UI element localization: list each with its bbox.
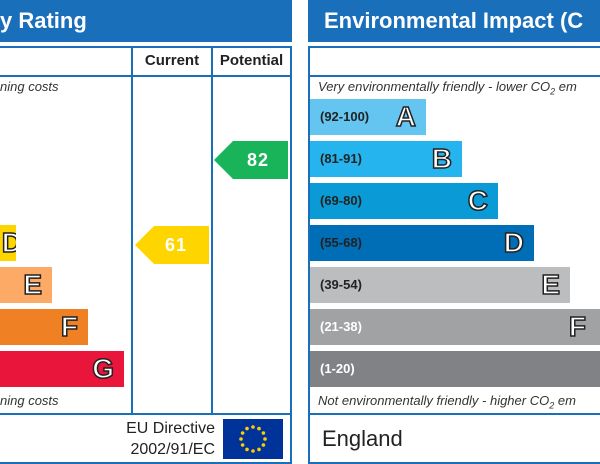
potential-column-divider — [211, 46, 213, 414]
environment-top-caption-tail: em — [555, 79, 577, 94]
environment-band-g-range: (1-20) — [320, 361, 355, 376]
environment-header-row-line — [308, 75, 600, 77]
current-column-header: Current — [144, 52, 200, 69]
environment-band-b-range: (81-91) — [320, 151, 362, 166]
current-column-divider — [131, 46, 133, 414]
energy-rating-frame — [0, 46, 292, 464]
environment-band-e: (39-54) E — [310, 267, 570, 303]
potential-rating-value: 82 — [246, 150, 270, 170]
energy-band-e-letter: E — [23, 268, 43, 301]
environment-band-e-letter: E — [541, 268, 561, 301]
environment-band-f-letter: F — [568, 310, 587, 343]
environment-band-g: (1-20) — [310, 351, 600, 387]
current-rating-arrow — [135, 226, 209, 264]
environment-rating-header: Environmental Impact (C — [308, 0, 600, 42]
energy-band-d: D — [0, 225, 16, 261]
environment-band-a-range: (92-100) — [320, 109, 370, 124]
environment-band-f: (21-38) F — [310, 309, 600, 345]
environment-band-d-range: (55-68) — [320, 235, 362, 250]
environment-top-caption: Very environmentally friendly - lower CO… — [318, 79, 577, 97]
environment-footer-row-line — [308, 413, 600, 415]
energy-band-d-letter: D — [1, 226, 16, 259]
environment-bottom-caption-tail: em — [554, 393, 576, 408]
energy-header-row-line — [0, 75, 292, 77]
country-label: England — [322, 426, 403, 451]
environment-rating-title: Environmental Impact (C — [324, 8, 584, 33]
energy-rating-header: y Rating — [0, 0, 292, 42]
potential-column-header: Potential — [219, 52, 284, 69]
environment-band-e-range: (39-54) — [320, 277, 362, 292]
environment-band-a: (92-100) A — [310, 99, 426, 135]
energy-bottom-caption: ning costs — [0, 393, 59, 408]
energy-rating-title: y Rating — [0, 8, 87, 33]
environment-bottom-caption: Not environmentally friendly - higher CO… — [318, 393, 576, 411]
eu-directive-line2: 2002/91/EC — [130, 441, 215, 458]
environment-rating-frame — [308, 46, 600, 464]
energy-band-f: F — [0, 309, 88, 345]
environment-band-c: (69-80) C — [310, 183, 498, 219]
energy-band-g-letter: G — [91, 352, 114, 385]
environment-band-a-letter: A — [395, 100, 417, 133]
environment-band-b: (81-91) B — [310, 141, 462, 177]
environment-band-d: (55-68) D — [310, 225, 534, 261]
eu-directive-line1: EU Directive — [126, 420, 215, 437]
energy-band-f-letter: F — [60, 310, 79, 343]
environment-bottom-caption-text: Not environmentally friendly - higher CO — [318, 393, 550, 408]
environment-band-f-range: (21-38) — [320, 319, 362, 334]
energy-band-e: E — [0, 267, 52, 303]
energy-top-caption: ning costs — [0, 79, 59, 94]
environment-top-caption-text: Very environmentally friendly - lower CO — [318, 79, 551, 94]
eu-flag-icon — [223, 419, 283, 459]
environment-band-d-letter: D — [503, 226, 525, 259]
potential-rating-arrow — [214, 141, 288, 179]
energy-band-g: G — [0, 351, 124, 387]
environment-band-b-letter: B — [431, 142, 453, 175]
environment-band-c-letter: C — [467, 184, 489, 217]
energy-footer-row-line — [0, 413, 292, 415]
current-rating-value: 61 — [164, 235, 188, 255]
environment-band-c-range: (69-80) — [320, 193, 362, 208]
